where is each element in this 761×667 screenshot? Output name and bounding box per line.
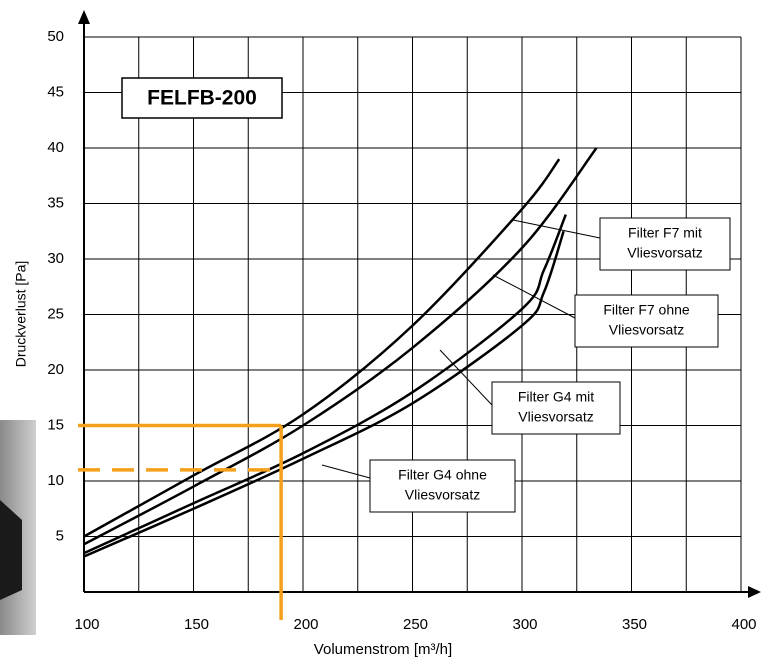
callout-pointer (439, 349, 493, 406)
callout-box (574, 294, 719, 348)
callout-box (369, 459, 516, 513)
title-box (121, 77, 283, 119)
callout-label: Vliesvorsatz (609, 322, 684, 338)
callout-label: Filter F7 mit (628, 225, 702, 241)
x-tick-label: 350 (622, 616, 647, 633)
y-axis-label: Druckverlust [Pa] (13, 261, 29, 368)
y-tick-label: 30 (47, 250, 64, 267)
y-tick-label: 10 (47, 472, 64, 489)
callout-box (491, 381, 621, 435)
y-tick-label: 50 (47, 28, 64, 45)
callout-box (599, 217, 731, 271)
callout-pointer (512, 219, 601, 239)
y-tick-label: 25 (47, 305, 64, 322)
curves (83, 147, 598, 558)
y-tick-label: 45 (47, 83, 64, 100)
x-axis-arrow (748, 586, 761, 598)
series-line (83, 147, 598, 546)
y-tick-label: 15 (47, 416, 64, 433)
product-photo-part (0, 500, 22, 600)
x-axis-label: Volumenstrom [m³/h] (314, 641, 452, 658)
y-tick-label: 35 (47, 194, 64, 211)
series-line (83, 230, 565, 558)
y-tick-label: 5 (56, 527, 64, 544)
x-tick-label: 400 (731, 616, 756, 633)
callout-label: Filter G4 ohne (398, 467, 487, 483)
y-axis-arrow (78, 10, 90, 24)
callout-label: Vliesvorsatz (627, 245, 702, 261)
callout-pointer (321, 464, 371, 479)
x-tick-label: 250 (403, 616, 428, 633)
callout-label: Vliesvorsatz (405, 487, 480, 503)
series-line (83, 158, 561, 538)
y-tick-label: 40 (47, 139, 64, 156)
x-tick-label: 100 (74, 616, 99, 633)
x-tick-label: 300 (512, 616, 537, 633)
chart-title: FELFB-200 (147, 87, 257, 110)
grid (84, 36, 742, 592)
y-tick-label: 20 (47, 361, 64, 378)
x-tick-label: 200 (293, 616, 318, 633)
callout-label: Filter F7 ohne (603, 302, 690, 318)
callout-label: Vliesvorsatz (518, 409, 593, 425)
callout-label: Filter G4 mit (518, 389, 594, 405)
callout-pointer (492, 274, 576, 319)
series-line (83, 214, 567, 555)
x-tick-label: 150 (184, 616, 209, 633)
